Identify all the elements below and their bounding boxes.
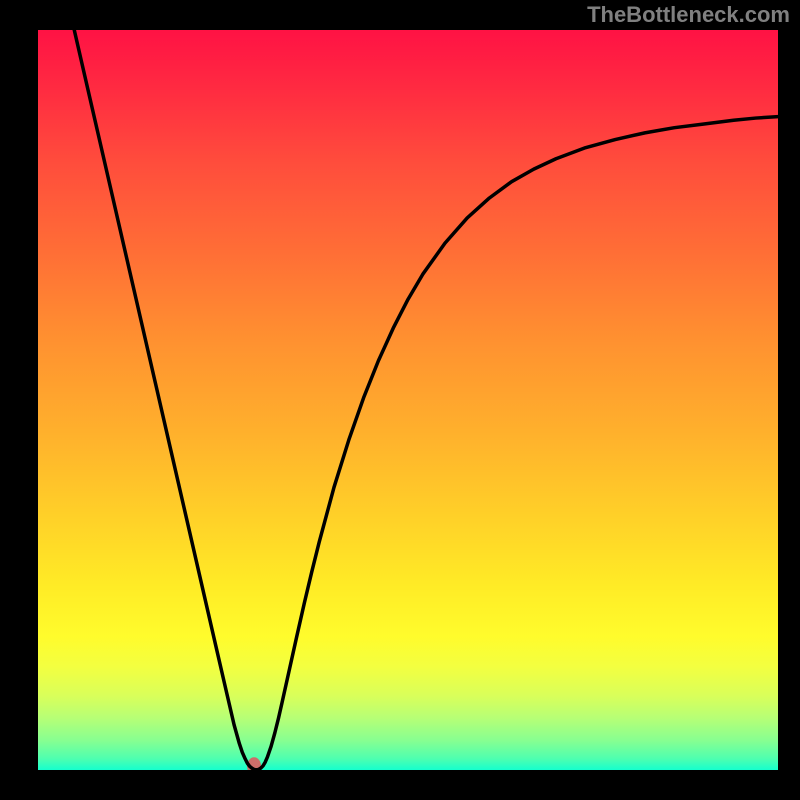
- chart-root: { "watermark": { "text": "TheBottleneck.…: [0, 0, 800, 800]
- watermark-label: TheBottleneck.com: [587, 2, 790, 28]
- curve-layer: [38, 30, 778, 770]
- bottleneck-curve: [74, 30, 778, 770]
- plot-area: [38, 30, 778, 770]
